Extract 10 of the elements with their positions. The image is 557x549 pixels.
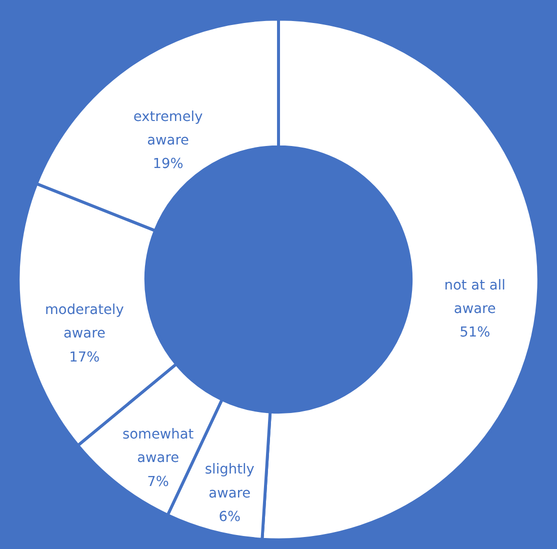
data-label: 19% — [152, 156, 184, 172]
slice-label: extremely aware — [133, 108, 203, 149]
data-label: 17% — [69, 349, 100, 366]
data-label: 51% — [460, 324, 490, 341]
data-label: 7% — [147, 474, 169, 490]
slice-label: somewhat aware — [122, 426, 194, 466]
data-label: 6% — [218, 508, 241, 525]
slice-label: not at all aware — [444, 278, 506, 318]
slice-label: slightly aware — [204, 462, 254, 502]
slice-label: moderately aware — [45, 302, 124, 342]
